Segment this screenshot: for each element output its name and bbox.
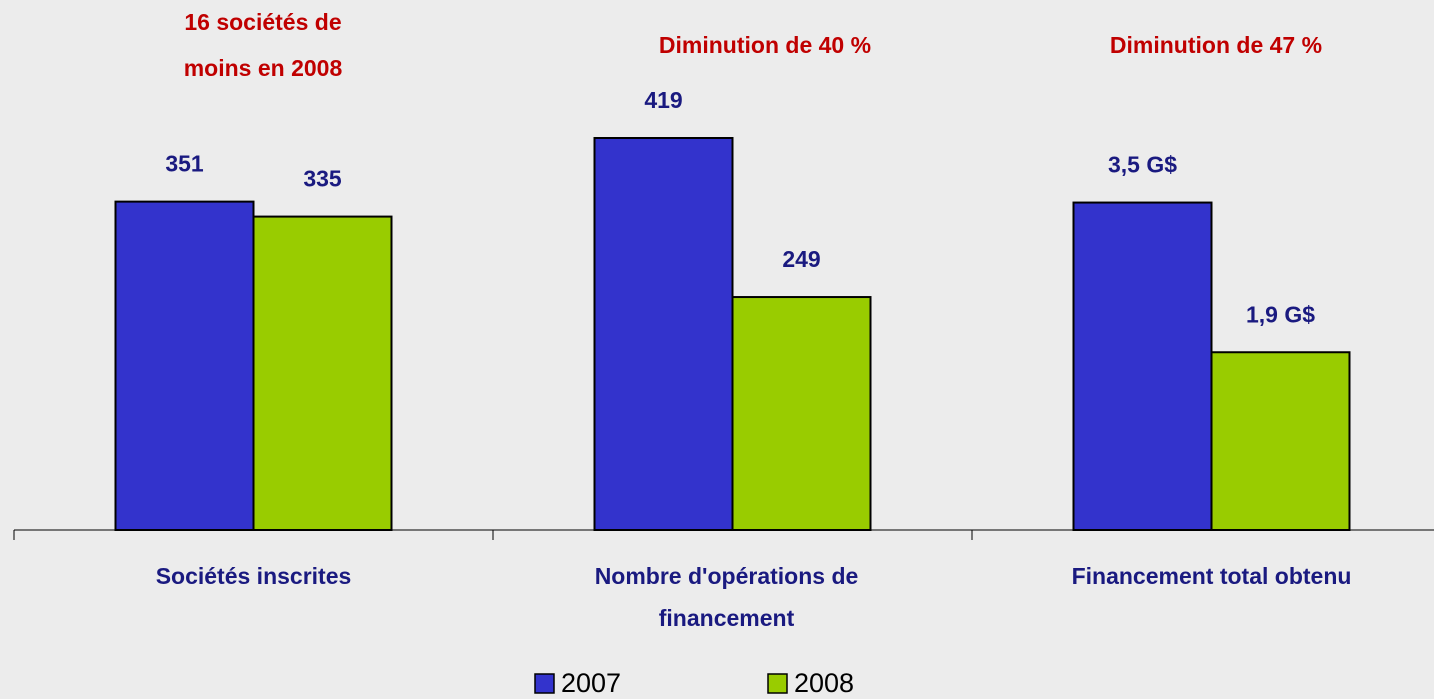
legend-label: 2007 — [561, 668, 621, 698]
bar — [252, 215, 393, 531]
x-tick-label: financement — [659, 605, 795, 631]
value-label: 335 — [303, 166, 342, 192]
value-label: 419 — [644, 87, 682, 113]
value-label: 1,9 G$ — [1246, 301, 1315, 327]
annotation: 16 sociétés de — [184, 9, 341, 35]
bar — [1072, 201, 1213, 532]
annotation: moins en 2008 — [184, 55, 343, 81]
legend-swatch — [767, 673, 788, 694]
bar — [1210, 351, 1351, 531]
x-tick-label: Financement total obtenu — [1072, 563, 1352, 589]
legend-swatch — [534, 673, 555, 694]
bar — [114, 200, 255, 531]
value-label: 249 — [782, 246, 820, 272]
legend-label: 2008 — [794, 668, 854, 698]
value-label: 351 — [165, 151, 204, 177]
annotation: Diminution de 47 % — [1110, 32, 1322, 58]
bar — [593, 137, 734, 531]
value-label: 3,5 G$ — [1108, 152, 1177, 178]
annotation: Diminution de 40 % — [659, 32, 871, 58]
bar — [731, 296, 872, 531]
x-tick-label: Nombre d'opérations de — [595, 563, 859, 589]
x-tick-label: Sociétés inscrites — [156, 563, 352, 589]
